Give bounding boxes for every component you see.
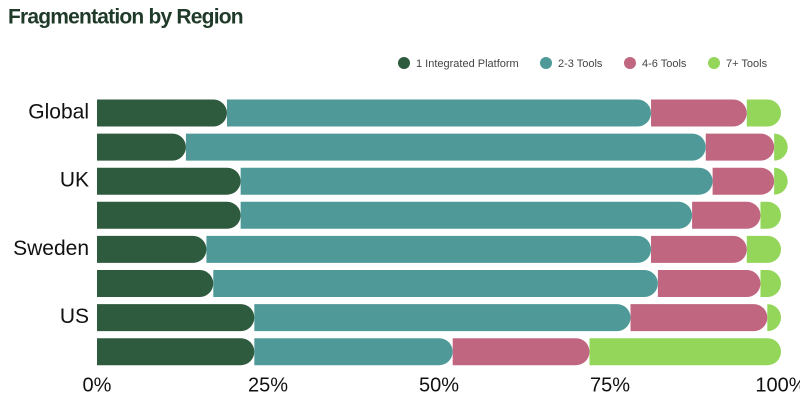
- legend-label: 4-6 Tools: [642, 58, 687, 70]
- bar-segment: [97, 133, 186, 161]
- bar-segment: [240, 201, 693, 229]
- legend-swatch: [398, 57, 410, 69]
- legend-label: 1 Integrated Platform: [416, 58, 519, 70]
- bar-segment: [97, 99, 227, 127]
- x-tick-label: 75%: [590, 374, 630, 396]
- bar-segment: [226, 99, 652, 127]
- bar-segment: [97, 167, 241, 195]
- x-tick-label: 100%: [755, 374, 800, 396]
- bar-segment: [712, 167, 775, 195]
- bar-segment: [760, 201, 781, 229]
- x-tick-label: 25%: [248, 374, 288, 396]
- bar-segment: [254, 304, 631, 332]
- bar-segment: [97, 338, 255, 366]
- bar-segment: [630, 304, 768, 332]
- bar-segment: [651, 99, 747, 127]
- bar-segment: [705, 133, 775, 161]
- bar-segment: [774, 133, 788, 161]
- bar-segment: [746, 99, 781, 127]
- bar-segment: [452, 338, 590, 366]
- bar-segment: [651, 235, 747, 263]
- bar-segment: [206, 235, 652, 263]
- category-label: Sweden: [13, 237, 89, 260]
- bar-segment: [760, 270, 781, 297]
- bar-segment: [97, 201, 241, 229]
- bar-segment: [97, 235, 207, 263]
- bar-segment: [746, 235, 781, 263]
- bar-segment: [185, 133, 706, 161]
- x-tick-label: 0%: [83, 374, 112, 396]
- bar-segment: [97, 270, 214, 297]
- category-label: US: [60, 305, 89, 328]
- bar-segment: [657, 270, 761, 297]
- legend-swatch: [708, 57, 720, 69]
- bar-segment: [774, 167, 788, 195]
- legend-swatch: [624, 57, 636, 69]
- bars: [97, 99, 788, 366]
- bar-segment: [97, 304, 255, 332]
- legend-label: 7+ Tools: [726, 58, 768, 70]
- bar-segment: [589, 338, 781, 366]
- bar-segment: [767, 304, 781, 332]
- x-tick-label: 50%: [419, 374, 459, 396]
- legend: 1 Integrated Platform 2-3 Tools 4-6 Tools 7…: [398, 57, 768, 70]
- bar-segment: [213, 270, 658, 297]
- bar-segment: [240, 167, 713, 195]
- bar-segment: [254, 338, 453, 366]
- legend-swatch: [540, 57, 552, 69]
- bar-segment: [692, 201, 761, 229]
- legend-label: 2-3 Tools: [558, 58, 603, 70]
- category-label: UK: [60, 169, 89, 192]
- chart-title: Fragmentation by Region: [8, 6, 243, 29]
- category-label: Global: [28, 101, 89, 124]
